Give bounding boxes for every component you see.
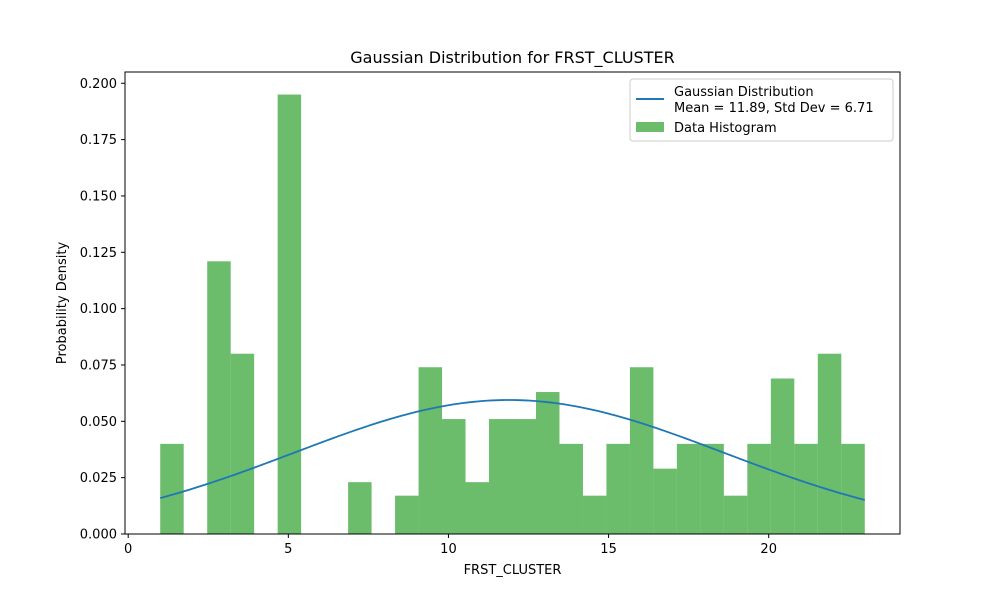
histogram-bar bbox=[841, 443, 865, 534]
histogram-bar bbox=[676, 443, 701, 534]
histogram-bar bbox=[348, 482, 372, 534]
histogram-bar bbox=[653, 468, 677, 534]
histogram-bar bbox=[770, 378, 795, 534]
histogram-bar bbox=[512, 419, 536, 534]
histogram-bar bbox=[442, 419, 466, 534]
histogram-bar bbox=[160, 443, 184, 534]
histogram-bar bbox=[817, 353, 842, 534]
legend-bar-label: Data Histogram bbox=[674, 121, 777, 136]
histogram-bars bbox=[160, 94, 865, 534]
y-tick-label: 0.125 bbox=[80, 246, 117, 261]
histogram-bar bbox=[582, 495, 607, 534]
x-tick-label: 0 bbox=[124, 542, 132, 557]
histogram-bar bbox=[535, 392, 560, 534]
y-tick-label: 0.050 bbox=[80, 415, 117, 430]
x-axis-label: FRST_CLUSTER bbox=[464, 563, 562, 578]
plot-frame bbox=[124, 71, 901, 535]
x-tick-label: 10 bbox=[440, 542, 457, 557]
legend-bar-swatch bbox=[636, 122, 664, 132]
y-tick-label: 0.000 bbox=[80, 528, 117, 543]
chart-title: Gaussian Distribution for FRST_CLUSTER bbox=[350, 48, 674, 68]
y-tick-label: 0.175 bbox=[80, 133, 117, 148]
y-tick-label: 0.100 bbox=[80, 302, 117, 317]
y-tick-label: 0.025 bbox=[80, 471, 117, 486]
histogram-bar bbox=[794, 443, 818, 534]
histogram-bar bbox=[629, 367, 654, 534]
y-tick-label: 0.200 bbox=[80, 77, 117, 92]
histogram-bar bbox=[395, 495, 419, 534]
x-tick-label: 20 bbox=[760, 542, 777, 557]
histogram-bar bbox=[700, 443, 724, 534]
gaussian-curve-layer bbox=[159, 399, 865, 501]
y-axis-label: Probability Density bbox=[55, 242, 70, 365]
histogram-bar bbox=[277, 94, 302, 534]
histogram-bar bbox=[723, 495, 748, 534]
histogram-bar bbox=[230, 353, 255, 534]
histogram-bar bbox=[418, 367, 443, 534]
x-tick-label: 15 bbox=[600, 542, 617, 557]
histogram-bar bbox=[465, 482, 490, 534]
x-axis-ticks: 0 5 10 15 20 bbox=[124, 534, 777, 557]
histogram-bar bbox=[559, 443, 583, 534]
gaussian-curve bbox=[159, 399, 865, 501]
y-axis-ticks: 0.000 0.025 0.050 0.075 0.100 0.125 0.150 0.175… bbox=[80, 77, 125, 543]
histogram-bar bbox=[207, 261, 231, 534]
y-tick-label: 0.150 bbox=[80, 189, 117, 204]
legend-frame bbox=[629, 78, 894, 142]
histogram-bar bbox=[489, 419, 513, 534]
x-tick-label: 5 bbox=[284, 542, 292, 557]
histogram-bar bbox=[606, 443, 630, 534]
legend-line-label-line1: Gaussian Distribution bbox=[674, 85, 814, 100]
histogram-bar bbox=[747, 443, 771, 534]
legend-line-label-line2: Mean = 11.89, Std Dev = 6.71 bbox=[674, 101, 874, 116]
y-tick-label: 0.075 bbox=[80, 358, 117, 373]
legend: Gaussian Distribution Mean = 11.89, Std … bbox=[629, 78, 894, 142]
